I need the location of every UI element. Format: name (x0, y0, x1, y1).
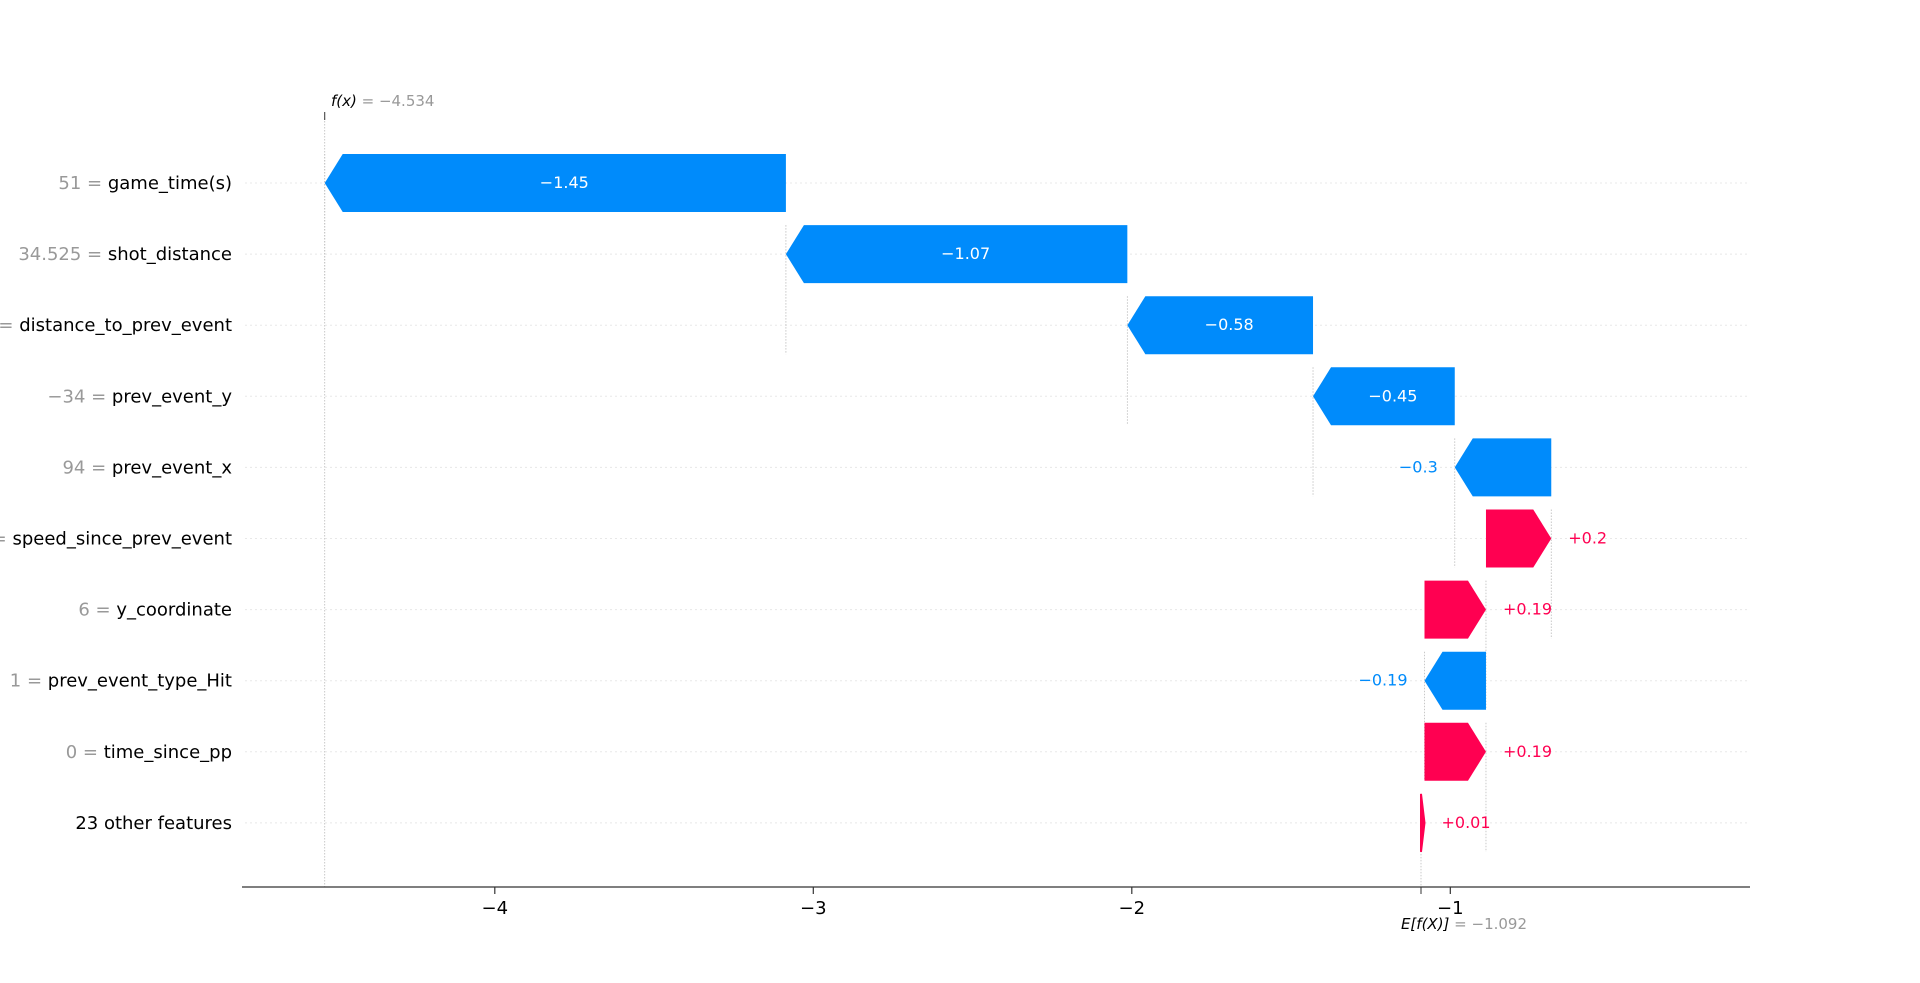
feature-name: time_since_pp (104, 742, 232, 763)
efx-value: = −1.092 (1449, 915, 1527, 933)
bar-value-label: −1.07 (941, 244, 990, 263)
feature-name: prev_event_type_Hit (48, 671, 232, 692)
feature-label: 51 = game_time(s) (58, 173, 232, 194)
x-axis: −4 −3 −2 −1 (242, 886, 1750, 919)
bar-value-label: −0.19 (1358, 671, 1407, 690)
waterfall-bar (1313, 367, 1455, 426)
feature-name: 23 other features (75, 813, 232, 834)
x-tick-label: −1 (1437, 898, 1464, 919)
waterfall-bar (1454, 438, 1552, 497)
feature-label: 34.525 = shot_distance (18, 244, 232, 265)
feature-name: shot_distance (108, 244, 232, 265)
x-tick-label: −3 (800, 898, 827, 919)
waterfall-bar (1424, 722, 1486, 781)
bar-value-label: +0.19 (1503, 742, 1552, 761)
fx-annotation: f(x) = −4.534 (324, 92, 435, 120)
efx-label: E[f(X)] = −1.092 (1401, 915, 1527, 933)
waterfall-bar (1424, 580, 1486, 639)
fx-value: = −4.534 (357, 92, 435, 110)
feature-name: prev_event_x (112, 457, 232, 478)
waterfall-bar (1127, 296, 1314, 355)
feature-label: 94 = prev_event_x (62, 457, 232, 478)
feature-name: y_coordinate (116, 600, 232, 621)
feature-value: 51 = (58, 173, 107, 194)
feature-labels: 51 = game_time(s) 34.525 = shot_distance =… (0, 173, 232, 834)
feature-name: prev_event_y (112, 386, 232, 407)
feature-label: −34 = prev_event_y (47, 386, 232, 407)
bar-value-label: +0.19 (1503, 600, 1552, 619)
efx-name: E[f(X)] (1401, 915, 1450, 933)
fx-name: f(x) (331, 92, 357, 110)
bar-value-label: −0.58 (1205, 315, 1254, 334)
feature-value: 34.525 = (18, 244, 108, 265)
feature-value: 6 = (78, 600, 116, 621)
bar-value-label: +0.01 (1442, 813, 1491, 832)
efx-annotation: E[f(X)] = −1.092 (1401, 915, 1527, 933)
feature-label: 1 = prev_event_type_Hit (10, 671, 232, 692)
waterfall-bar (785, 225, 1128, 284)
x-axis-ticks: −4 −3 −2 −1 (482, 887, 1464, 919)
feature-value: = (0, 529, 12, 550)
waterfall-bar (324, 154, 786, 212)
x-tick-label: −4 (482, 898, 509, 919)
feature-value: 0 = (66, 742, 104, 763)
bar-value-label: +0.2 (1568, 529, 1607, 548)
feature-label: 0 = time_since_pp (66, 742, 232, 763)
feature-value: 94 = (62, 457, 111, 478)
bar-value-label: −0.45 (1368, 386, 1417, 405)
waterfall-bar (1419, 793, 1426, 853)
feature-value: 1 = (10, 671, 48, 692)
feature-name: speed_since_prev_event (12, 529, 232, 550)
feature-value: = (0, 315, 19, 336)
feature-name: distance_to_prev_event (19, 315, 232, 336)
waterfall-bars: −1.45 −1.07 −0.58 −0.45 −0.3 +0.2 +0.19 −0.19 +0… (324, 154, 1607, 853)
waterfall-bar (1485, 509, 1552, 568)
feature-label: 23 other features (75, 813, 232, 834)
x-tick-label: −2 (1119, 898, 1146, 919)
waterfall-bar (1424, 651, 1486, 710)
feature-name: game_time(s) (108, 173, 232, 194)
bar-value-label: −0.3 (1399, 457, 1438, 476)
feature-label: 6 = y_coordinate (78, 600, 232, 621)
fx-label: f(x) = −4.534 (331, 92, 435, 110)
feature-label: = distance_to_prev_event (0, 315, 232, 336)
feature-label: = speed_since_prev_event (0, 529, 232, 550)
bar-value-label: −1.45 (540, 173, 589, 192)
feature-value: −34 = (47, 386, 112, 407)
